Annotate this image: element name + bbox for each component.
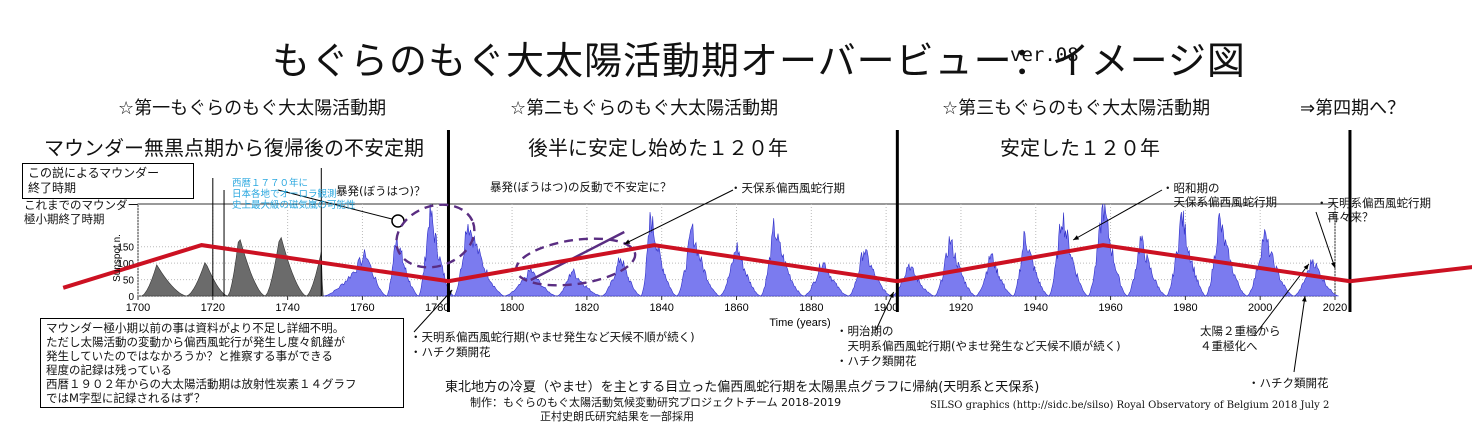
period-4-heading: ⇒第四期へ？ — [1300, 98, 1406, 119]
pole-arrow-head — [1303, 264, 1309, 270]
footer-credit-2: 正村史朗氏研究結果を一部採用 — [540, 410, 694, 423]
tenmei-arrow — [413, 289, 453, 333]
footer-credit-1: 制作：もぐらのもぐ太陽活動気候変動研究プロジェクトチーム 2018-2019 — [470, 396, 842, 409]
sunspot-cycle-1727 — [227, 239, 266, 297]
slash-mark — [530, 230, 625, 282]
tenmei-again-arrow — [1315, 211, 1336, 269]
x-tick-label: 1840 — [649, 302, 673, 314]
sunspot-cycle-1968 — [1126, 235, 1167, 297]
period-1-heading: ☆第一もぐらのもぐ大太陽活動期 — [118, 98, 387, 119]
y-tick-label: 0 — [128, 292, 134, 303]
x-axis-label: Time (years) — [769, 317, 830, 329]
outburst-reaction-annotation: 暴発(ぼうはつ)の反動で不安定に？ — [490, 180, 672, 194]
meiji-arrow — [875, 291, 895, 331]
meiji-annotation: ・明治期の 天明系偏西風蛇行期(やませ発生など天候不順が続く) ・ハチク類開花 — [836, 324, 1121, 368]
tenmei-again-arrow-head — [1331, 262, 1336, 268]
sunspot-cycle-1837 — [640, 212, 677, 297]
sunspot-cycle-1705 — [140, 264, 187, 297]
y-tick-label: 50 — [123, 276, 135, 287]
period-3-heading: ☆第三もぐらのもぐ大太陽活動期 — [942, 98, 1211, 119]
note-box: マウンダー極小期以前の事は資料がより不足し詳細不明。 ただし太陽活動の変動から偏… — [40, 318, 404, 408]
outburst-annotation: 暴発(ぼうはつ)？ — [336, 184, 426, 198]
sunspot-cycle-1894 — [847, 248, 892, 297]
x-tick-label: 1720 — [201, 302, 225, 314]
sunspot-cycle-1816 — [556, 267, 602, 297]
sunspot-cycle-1979 — [1166, 210, 1207, 297]
sunspot-cycle-1769 — [386, 237, 419, 297]
aurora-annotation: 西暦１７７０年に 日本各地でオーロラ観測 史上最大級の磁気嵐の可能性 — [232, 178, 356, 211]
y-axis-label: Sunspot n. — [112, 234, 123, 282]
sunspot-cycle-1917 — [934, 236, 976, 297]
x-tick-label: 1860 — [724, 302, 748, 314]
period-1-subtitle: マウンダー無黒点期から復帰後の不安定期 — [44, 136, 424, 160]
x-tick-label: 1920 — [949, 302, 973, 314]
sunspot-cycle-1958 — [1087, 203, 1129, 297]
sunspot-cycle-1829 — [601, 257, 642, 297]
pole-annotation: 太陽２重極から ４重極化へ — [1200, 324, 1281, 353]
x-tick-label: 2000 — [1248, 302, 1272, 314]
period-3-subtitle: 安定した１２０年 — [1000, 136, 1160, 160]
sunspot-cycle-1870 — [760, 218, 804, 297]
y-tick-label: 150 — [117, 243, 134, 254]
aurora-pointer — [277, 189, 393, 220]
page-title: もぐらのもぐ大太陽活動期オーバービュー：イメージ図 — [272, 39, 1246, 83]
showa-annotation: ・昭和期の 天保系偏西風蛇行期 — [1162, 181, 1277, 209]
x-tick-label: 1760 — [350, 302, 374, 314]
silso-credit: SILSO graphics (http://sidc.be/silso) Ro… — [930, 400, 1330, 411]
x-tick-label: 1880 — [799, 302, 823, 314]
maunder-end-theory-box: この説によるマウンダー 終了時期 — [22, 163, 194, 199]
period-2-heading: ☆第二もぐらのもぐ大太陽活動期 — [510, 98, 779, 119]
tenmei-annotation: ・天明系偏西風蛇行期(やませ発生など天候不順が続く) ・ハチク類開花 — [410, 330, 695, 359]
x-tick-label: 1940 — [1024, 302, 1048, 314]
showa-arrow — [1072, 189, 1163, 241]
sunspot-cycle-1989 — [1205, 212, 1248, 297]
x-tick-label: 1980 — [1173, 302, 1197, 314]
hachiku-annotation: ・ハチク類開花 — [1248, 376, 1329, 390]
tenmei-again-annotation: ・天明系偏西風蛇行期 再々来？ — [1316, 196, 1431, 224]
hachiku-arrow — [1293, 295, 1306, 373]
sunspot-cycle-1947 — [1048, 212, 1089, 297]
x-tick-label: 1740 — [275, 302, 299, 314]
tenmei-arrow-head — [446, 290, 453, 296]
sunspot-cycle-1928 — [974, 253, 1014, 297]
x-tick-label: 1700 — [126, 302, 150, 314]
x-tick-label: 2020 — [1323, 302, 1347, 314]
x-tick-label: 1800 — [500, 302, 524, 314]
y-tick-label: 100 — [117, 259, 134, 270]
maunder-end-conventional-label: これまでのマウンダー 極小期終了時期 — [24, 198, 139, 226]
red-trend-line — [62, 243, 1472, 290]
tenpo-annotation: ・天保系偏西風蛇行期 — [730, 181, 845, 195]
period-2-subtitle: 後半に安定し始めた１２０年 — [528, 136, 788, 160]
tenpo-arrow — [624, 189, 734, 245]
sunspot-cycle-1761 — [323, 249, 387, 297]
x-tick-label: 1960 — [1098, 302, 1122, 314]
sunspot-cycle-1805 — [504, 267, 558, 297]
x-tick-label: 1820 — [575, 302, 599, 314]
showa-arrow-head — [1073, 235, 1080, 240]
outburst-dashed-ellipse — [395, 203, 476, 269]
version-label: ver.08 — [1010, 44, 1079, 66]
footer-main: 東北地方の冷夏（やませ）を主とする目立った偏西風蛇行期を太陽黒点グラフに帰納(天… — [445, 380, 1040, 395]
tenpo-arrow-head — [624, 239, 631, 244]
hachiku-arrow-head — [1301, 296, 1307, 302]
meiji-arrow-head — [889, 292, 894, 298]
pole-arrow — [1253, 263, 1310, 337]
x-tick-label: 1780 — [425, 302, 449, 314]
